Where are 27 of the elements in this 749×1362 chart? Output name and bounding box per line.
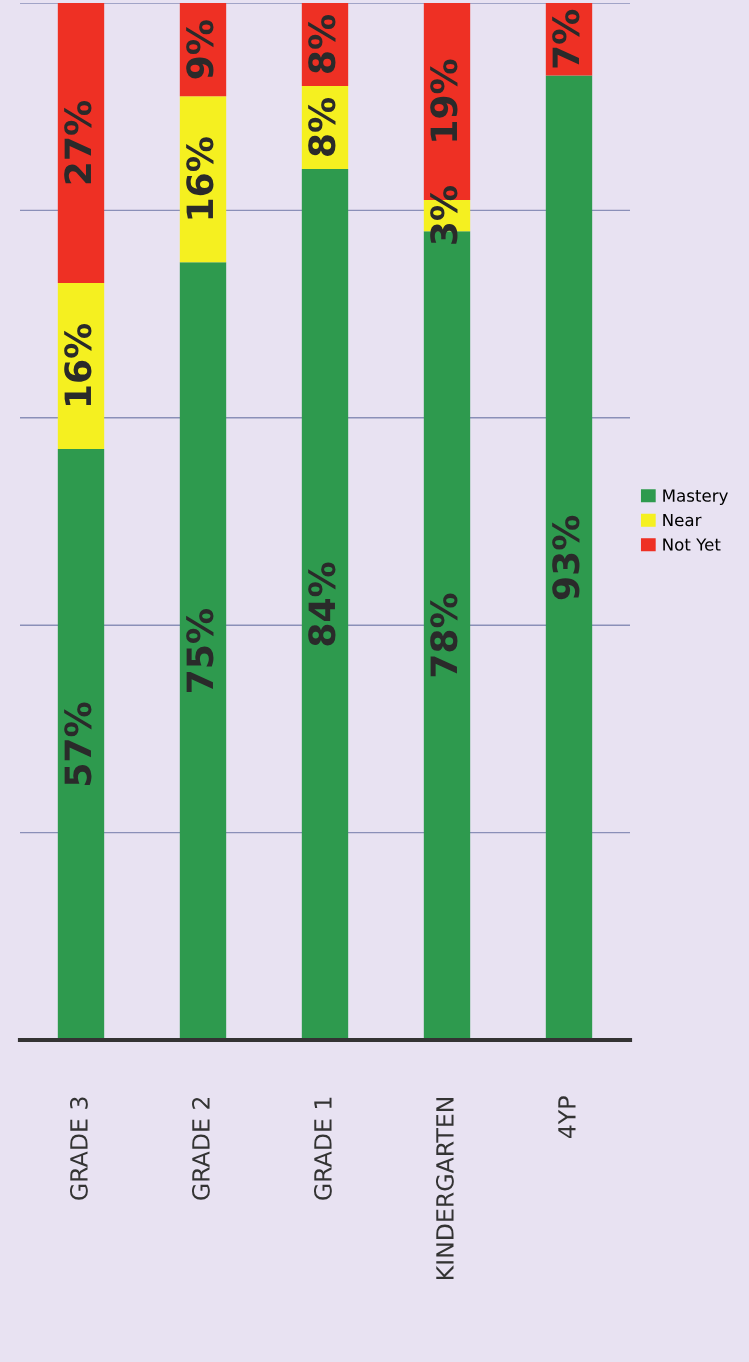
x-tick-label: GRADE 2 [191, 1097, 210, 1200]
data-label: 9% [186, 20, 214, 79]
x-tick-label: GRADE 1 [313, 1097, 332, 1200]
legend-label: Mastery [663, 489, 728, 506]
data-label: 75% [186, 609, 214, 692]
data-label: 3% [430, 186, 458, 244]
data-label: 8% [308, 14, 336, 73]
data-label: 19% [430, 59, 458, 141]
data-label: 84% [308, 562, 336, 646]
bar [57, 3, 105, 283]
legend-label: Not Yet [663, 538, 721, 551]
bar [301, 168, 349, 1040]
bar [57, 448, 105, 1040]
data-label: 57% [64, 702, 92, 785]
data-label: 16% [186, 137, 214, 219]
legend-label: Near [663, 513, 702, 527]
data-label: 7% [552, 9, 580, 68]
data-label: 78% [430, 593, 458, 677]
data-label: 93% [552, 515, 580, 600]
x-tick-label: GRADE 3 [69, 1097, 88, 1200]
x-tick-label: 4YP [558, 1096, 576, 1139]
bar [545, 75, 593, 1040]
data-label: 27% [64, 100, 92, 184]
data-label: 8% [308, 97, 336, 156]
bar [179, 262, 227, 1040]
x-tick-label: KINDERGARTEN [435, 1097, 454, 1279]
data-label: 16% [64, 323, 92, 406]
